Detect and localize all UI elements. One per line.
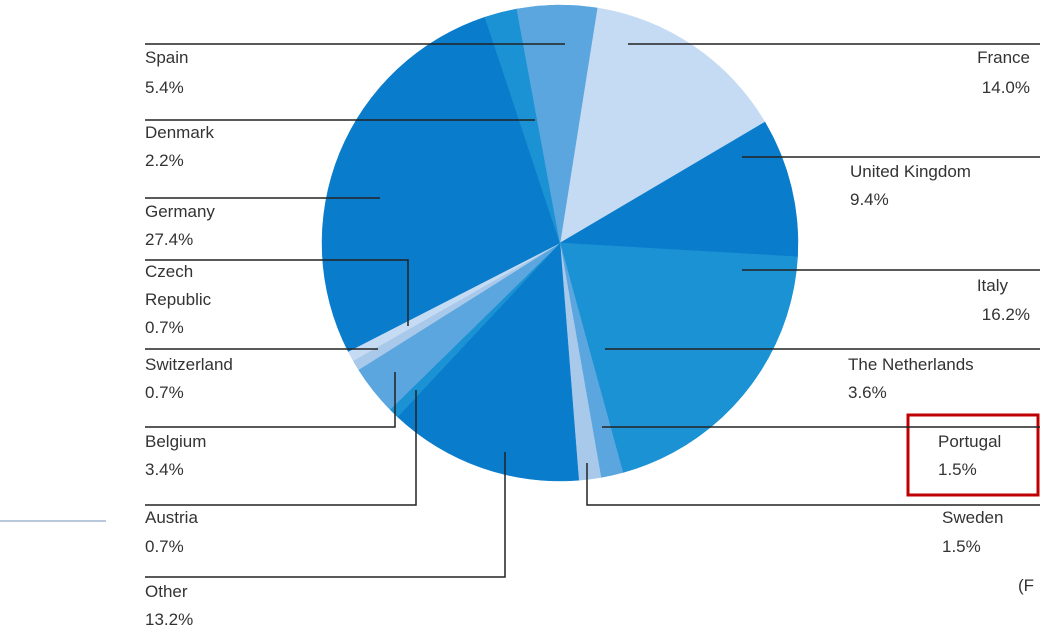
slice-value-label: 9.4% — [850, 190, 889, 209]
slice-value-label: 0.7% — [145, 318, 184, 337]
leader-line — [145, 452, 506, 578]
slice-value-label: 27.4% — [145, 230, 194, 249]
slice-value-label: 14.0% — [981, 78, 1030, 97]
slice-label: France — [977, 48, 1030, 67]
slice-value-label: 1.5% — [938, 460, 977, 479]
annotation: (F — [1018, 576, 1035, 595]
pie-slice — [559, 242, 798, 453]
pie-slice — [516, 4, 598, 244]
slice-label: The Netherlands — [848, 355, 974, 374]
slice-value-label: 3.4% — [145, 460, 184, 479]
pie-slice — [397, 242, 579, 482]
slice-value-label: 16.2% — [981, 305, 1030, 324]
slice-label: Spain — [145, 48, 189, 67]
slice-value-label: 0.7% — [145, 537, 184, 556]
highlight-box — [906, 413, 1040, 497]
pie-slice — [559, 121, 799, 258]
slice-label: Portugal — [938, 432, 1002, 451]
leader-line — [586, 463, 1040, 506]
leader-line — [145, 259, 409, 326]
slice-label: Switzerland — [145, 355, 233, 374]
slice-value-label: 5.4% — [145, 78, 184, 97]
slice-label: Germany — [145, 202, 215, 221]
slice-value-label: 13.2% — [145, 610, 194, 629]
pie-slice — [559, 7, 766, 244]
slice-value-label: 0.7% — [145, 383, 184, 402]
slice-label: Denmark — [145, 123, 214, 142]
slice-value-label: 2.2% — [145, 151, 184, 170]
slice-label: Belgium — [145, 432, 207, 451]
slice-label: Czech Republic — [145, 262, 212, 309]
slice-label: Other — [145, 582, 188, 601]
leader-line — [145, 390, 417, 506]
slice-label: Italy — [976, 276, 1008, 295]
slice-label: Austria — [145, 508, 198, 527]
slice-label: Sweden — [942, 508, 1004, 527]
pie-slice — [321, 16, 561, 352]
slice-value-label: 1.5% — [942, 537, 981, 556]
slice-label: United Kingdom — [850, 162, 971, 181]
slice-value-label: 3.6% — [848, 383, 887, 402]
leader-line — [145, 372, 396, 428]
